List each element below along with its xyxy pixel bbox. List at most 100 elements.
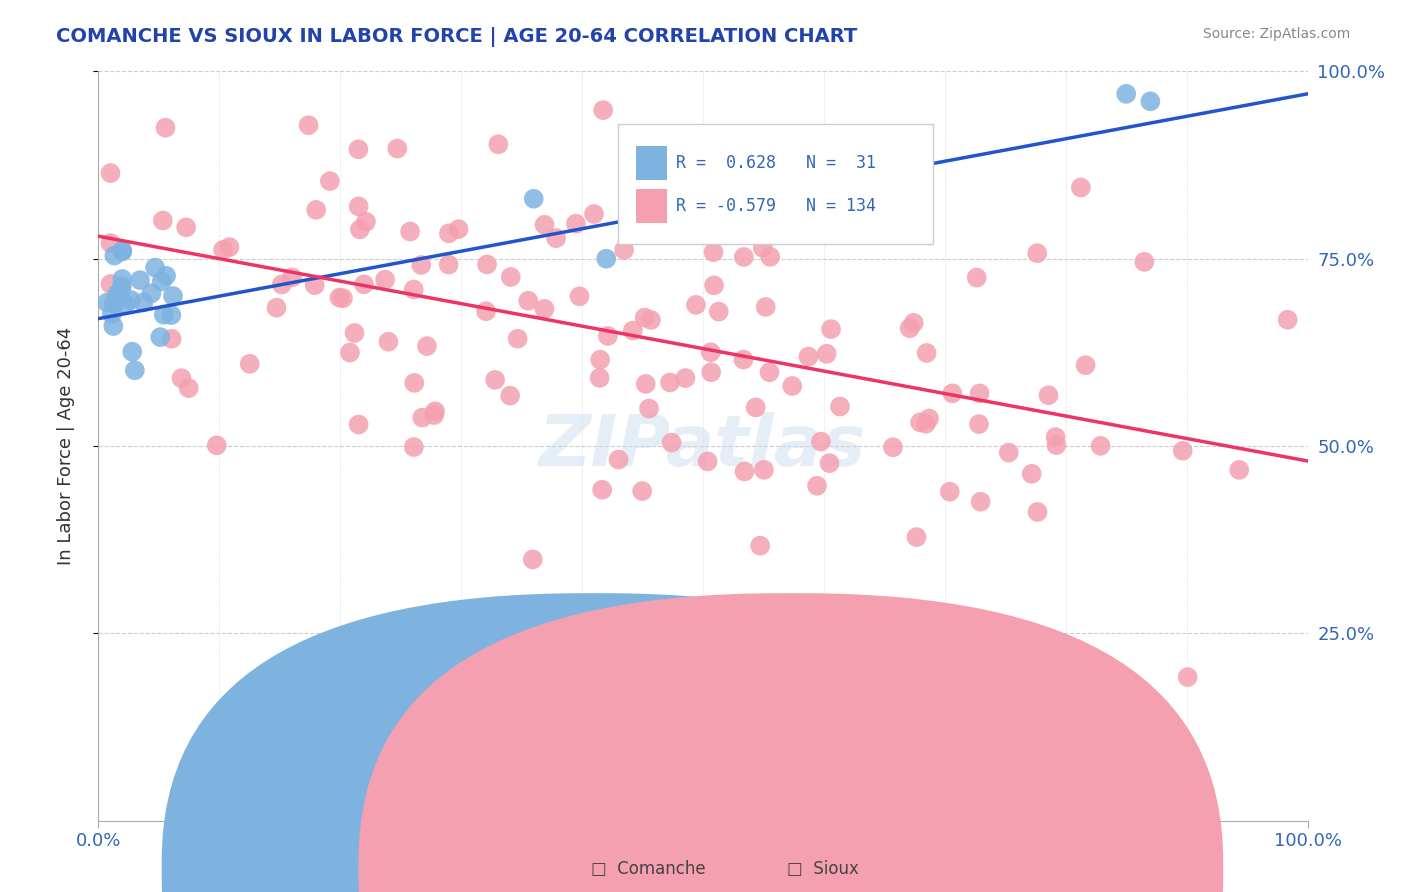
Sioux (707, 304, 730, 318)
Sioux (640, 313, 662, 327)
Comanche (149, 330, 172, 344)
Sioux (758, 365, 780, 379)
Bar (637, 146, 666, 180)
FancyBboxPatch shape (619, 124, 932, 244)
Sioux (339, 345, 361, 359)
Sioux (755, 300, 778, 314)
Sioux (820, 322, 842, 336)
Comanche (105, 286, 128, 301)
Sioux (596, 329, 619, 343)
Sioux (404, 376, 426, 390)
Comanche (111, 272, 134, 286)
Sioux (733, 250, 755, 264)
Sioux (1177, 670, 1199, 684)
Sioux (353, 277, 375, 292)
Sioux (411, 258, 433, 272)
Sioux (266, 301, 288, 315)
Sioux (270, 277, 292, 292)
Comanche (132, 295, 155, 310)
Sioux (1021, 467, 1043, 481)
Sioux (1026, 246, 1049, 260)
Sioux (475, 304, 498, 318)
Text: Source: ZipAtlas.com: Source: ZipAtlas.com (1202, 27, 1350, 41)
Bar (637, 189, 666, 223)
Sioux (1171, 443, 1194, 458)
Sioux (752, 463, 775, 477)
Sioux (967, 417, 990, 431)
Sioux (447, 222, 470, 236)
Sioux (997, 445, 1019, 459)
Sioux (177, 381, 200, 395)
Sioux (522, 552, 544, 566)
Comanche (129, 273, 152, 287)
Sioux (100, 277, 122, 291)
Sioux (734, 465, 756, 479)
Sioux (882, 440, 904, 454)
Sioux (305, 202, 328, 217)
Sioux (582, 207, 605, 221)
Sioux (218, 240, 240, 254)
Sioux (849, 202, 872, 216)
Comanche (120, 293, 142, 307)
Comanche (143, 260, 166, 275)
Text: □  Comanche: □ Comanche (591, 860, 706, 878)
Sioux (806, 479, 828, 493)
Sioux (568, 289, 591, 303)
Sioux (658, 376, 681, 390)
Sioux (319, 174, 342, 188)
Sioux (343, 326, 366, 340)
Sioux (744, 401, 766, 415)
Sioux (411, 410, 433, 425)
Sioux (152, 213, 174, 227)
Sioux (377, 334, 399, 349)
Comanche (523, 192, 546, 206)
Sioux (780, 379, 803, 393)
Sioux (565, 217, 588, 231)
Sioux (696, 454, 718, 468)
Sioux (749, 539, 772, 553)
Sioux (607, 452, 630, 467)
Sioux (969, 494, 991, 508)
Sioux (759, 250, 782, 264)
Text: □  Sioux: □ Sioux (787, 860, 859, 878)
Sioux (423, 404, 446, 418)
Sioux (661, 435, 683, 450)
Comanche (121, 344, 143, 359)
Sioux (1074, 358, 1097, 372)
Sioux (402, 283, 425, 297)
Text: COMANCHE VS SIOUX IN LABOR FORCE | AGE 20-64 CORRELATION CHART: COMANCHE VS SIOUX IN LABOR FORCE | AGE 2… (56, 27, 858, 46)
Sioux (815, 347, 838, 361)
Comanche (111, 244, 134, 258)
Sioux (546, 231, 568, 245)
Sioux (938, 484, 960, 499)
Sioux (402, 440, 425, 454)
Comanche (595, 252, 617, 266)
Sioux (903, 316, 925, 330)
Text: R =  0.628   N =  31: R = 0.628 N = 31 (676, 153, 876, 172)
Sioux (374, 273, 396, 287)
Sioux (898, 321, 921, 335)
Sioux (733, 352, 755, 367)
Sioux (354, 215, 377, 229)
Sioux (752, 241, 775, 255)
Sioux (1045, 438, 1067, 452)
Sioux (941, 386, 963, 401)
Sioux (1045, 430, 1067, 444)
Comanche (150, 275, 173, 289)
Comanche (155, 268, 177, 283)
Sioux (685, 298, 707, 312)
Comanche (104, 295, 127, 310)
Sioux (969, 386, 991, 401)
Sioux (1026, 505, 1049, 519)
Sioux (810, 434, 832, 449)
Sioux (533, 218, 555, 232)
Sioux (349, 222, 371, 236)
Sioux (908, 415, 931, 429)
Comanche (1139, 95, 1161, 109)
Sioux (591, 483, 613, 497)
Sioux (387, 141, 409, 155)
Sioux (533, 301, 555, 316)
Sioux (506, 332, 529, 346)
Sioux (281, 270, 304, 285)
Comanche (162, 289, 184, 303)
